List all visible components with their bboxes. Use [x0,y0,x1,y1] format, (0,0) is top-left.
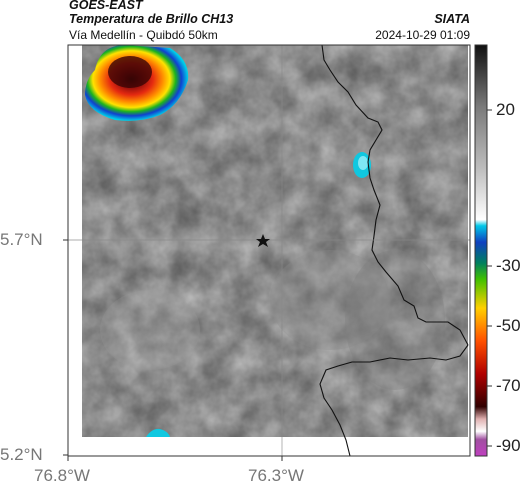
colorbar-tick-minus50: -50 [496,316,521,335]
coastline [319,44,469,457]
lat-tick-5-2: 5.2°N [0,445,43,464]
axis-ticks [63,239,283,461]
colorbar [474,44,492,457]
graticule [68,45,470,456]
map-bottom-gap [82,437,470,454]
storm-cell [85,45,189,121]
colorbar-tick-20: 20 [496,100,515,119]
colorbar-tick-minus30: -30 [496,256,521,275]
map-frame [67,44,471,457]
product-title: Temperatura de Brillo CH13 [69,12,234,26]
timestamp-label: 2024-10-29 01:09 [375,28,470,42]
satellite-title: GOES-EAST [69,0,143,12]
colorbar-tick-minus70: -70 [496,376,521,395]
region-label: Vía Medellín - Quibdó 50km [69,28,218,42]
agency-label: SIATA [434,12,470,26]
star-icon [256,234,270,247]
lon-tick-76-8: 76.8°W [34,466,90,485]
small-cold-cells [146,152,371,437]
lon-tick-76-3: 76.3°W [248,466,304,485]
lat-tick-5-7: 5.7°N [0,230,43,249]
colorbar-tick-minus90: -90 [496,436,521,455]
